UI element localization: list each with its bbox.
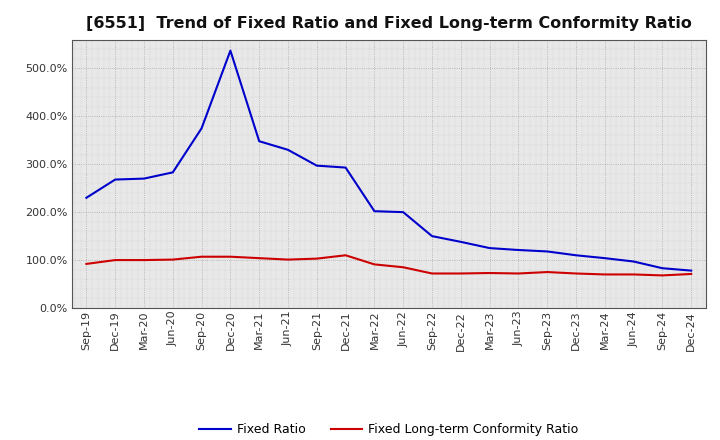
Fixed Long-term Conformity Ratio	[82, 261, 91, 267]
Fixed Ratio	[312, 163, 321, 168]
Fixed Long-term Conformity Ratio	[687, 271, 696, 277]
Line: Fixed Long-term Conformity Ratio: Fixed Long-term Conformity Ratio	[86, 255, 691, 275]
Fixed Ratio	[600, 256, 609, 261]
Fixed Ratio	[111, 177, 120, 182]
Fixed Ratio	[456, 239, 465, 245]
Fixed Long-term Conformity Ratio	[197, 254, 206, 259]
Fixed Ratio	[543, 249, 552, 254]
Fixed Long-term Conformity Ratio	[456, 271, 465, 276]
Fixed Long-term Conformity Ratio	[140, 257, 148, 263]
Fixed Long-term Conformity Ratio	[111, 257, 120, 263]
Fixed Ratio	[341, 165, 350, 170]
Fixed Long-term Conformity Ratio	[514, 271, 523, 276]
Fixed Ratio	[687, 268, 696, 273]
Title: [6551]  Trend of Fixed Ratio and Fixed Long-term Conformity Ratio: [6551] Trend of Fixed Ratio and Fixed Lo…	[86, 16, 692, 32]
Fixed Ratio	[629, 259, 638, 264]
Fixed Long-term Conformity Ratio	[341, 253, 350, 258]
Fixed Ratio	[140, 176, 148, 181]
Fixed Long-term Conformity Ratio	[485, 270, 494, 275]
Fixed Long-term Conformity Ratio	[543, 269, 552, 275]
Fixed Ratio	[399, 209, 408, 215]
Fixed Ratio	[572, 253, 580, 258]
Fixed Ratio	[255, 139, 264, 144]
Fixed Ratio	[168, 170, 177, 175]
Fixed Ratio	[82, 195, 91, 200]
Fixed Long-term Conformity Ratio	[284, 257, 292, 262]
Fixed Long-term Conformity Ratio	[226, 254, 235, 259]
Fixed Long-term Conformity Ratio	[255, 256, 264, 261]
Fixed Ratio	[370, 209, 379, 214]
Fixed Ratio	[514, 247, 523, 253]
Fixed Long-term Conformity Ratio	[370, 262, 379, 267]
Fixed Ratio	[658, 266, 667, 271]
Fixed Long-term Conformity Ratio	[629, 272, 638, 277]
Fixed Long-term Conformity Ratio	[168, 257, 177, 262]
Line: Fixed Ratio: Fixed Ratio	[86, 51, 691, 271]
Fixed Ratio	[485, 246, 494, 251]
Fixed Ratio	[226, 48, 235, 53]
Fixed Long-term Conformity Ratio	[572, 271, 580, 276]
Fixed Long-term Conformity Ratio	[428, 271, 436, 276]
Fixed Ratio	[284, 147, 292, 153]
Fixed Ratio	[197, 126, 206, 131]
Fixed Long-term Conformity Ratio	[312, 256, 321, 261]
Fixed Long-term Conformity Ratio	[658, 273, 667, 278]
Fixed Long-term Conformity Ratio	[600, 272, 609, 277]
Legend: Fixed Ratio, Fixed Long-term Conformity Ratio: Fixed Ratio, Fixed Long-term Conformity …	[194, 418, 583, 440]
Fixed Long-term Conformity Ratio	[399, 264, 408, 270]
Fixed Ratio	[428, 234, 436, 239]
